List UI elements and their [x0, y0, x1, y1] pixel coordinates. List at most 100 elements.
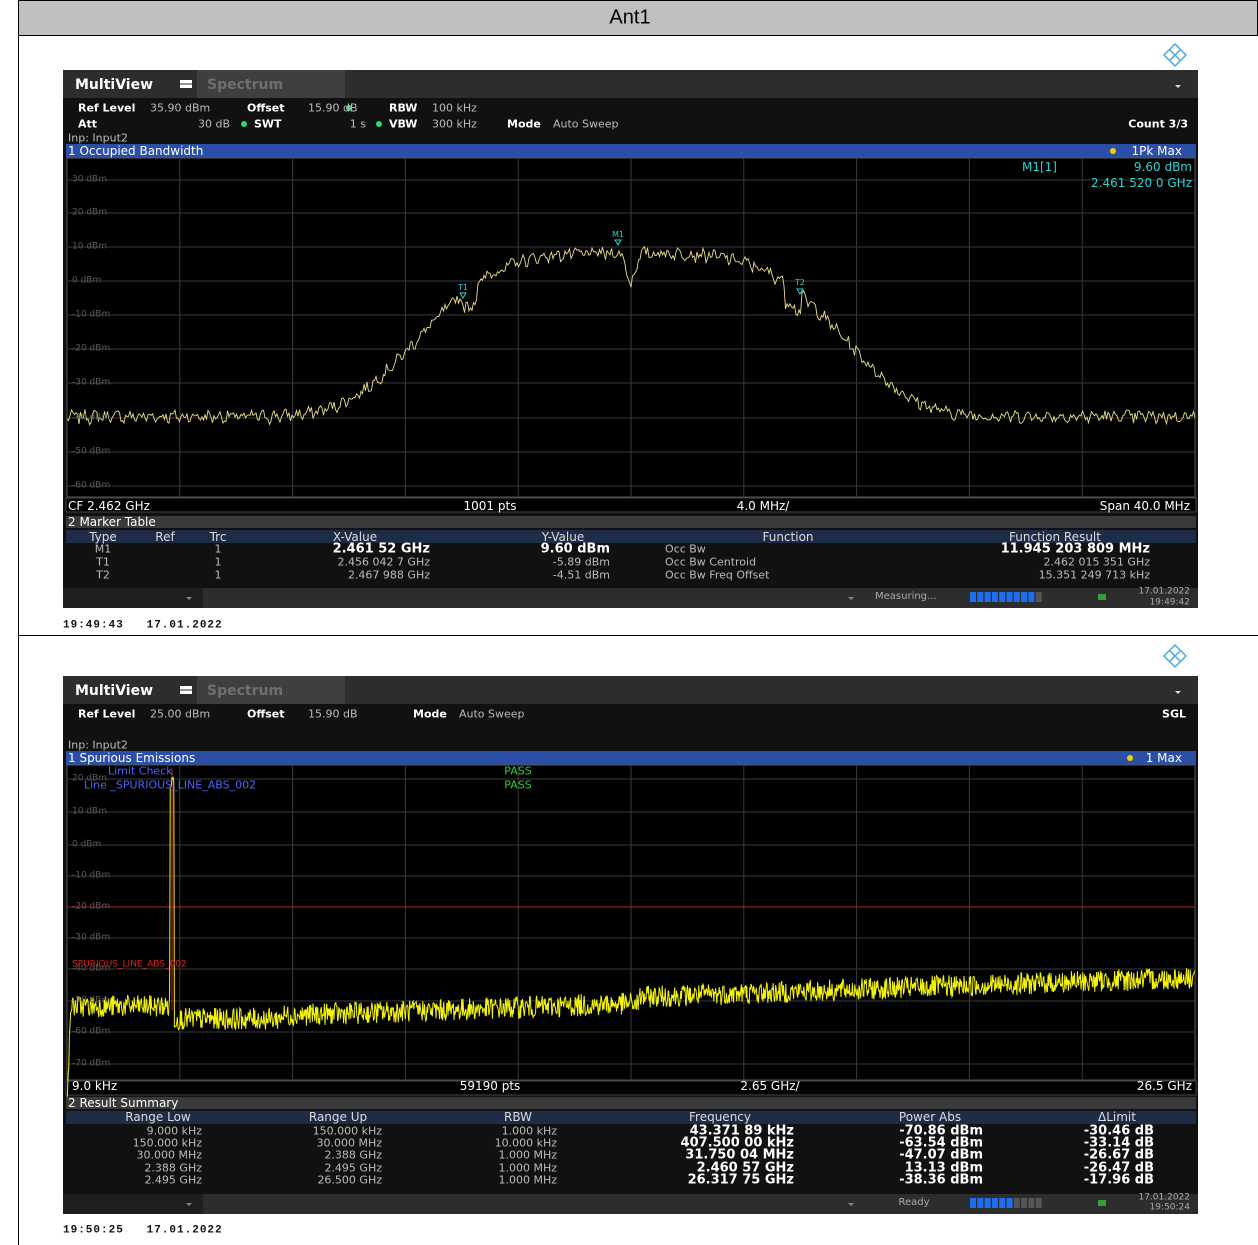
table-cell: 30.000 MHz [136, 1148, 202, 1162]
label: Spectrum [207, 77, 284, 93]
label: 35.90 dBm [150, 101, 211, 115]
y-label: 10 dBm [72, 806, 107, 817]
table-cell: 2.462 015 351 GHz [1043, 555, 1150, 569]
table-cell: 2.467 988 GHz [347, 568, 430, 582]
table-title-bar [66, 516, 1196, 528]
table-cell: -30.46 dB [1083, 1123, 1154, 1139]
table-header: Trc [209, 530, 227, 544]
label: 19:50:25 17.01.2022 [63, 1224, 223, 1237]
y-label: -50 dBm [72, 446, 111, 457]
label: Ref Level [78, 707, 136, 721]
table-cell: 150.000 kHz [312, 1124, 382, 1138]
label: 1 s [349, 117, 366, 131]
y-label: 20 dBm [72, 207, 107, 218]
status-arrow [848, 1203, 854, 1206]
progress-block [999, 592, 1006, 602]
status-dot [1127, 755, 1133, 761]
y-label: 0 dBm [72, 839, 102, 850]
progress-block [977, 592, 984, 602]
label: Offset [247, 101, 285, 115]
label: 9.0 kHz [72, 1079, 118, 1093]
table-cell: 26.317 75 GHz [687, 1172, 794, 1188]
label: CF 2.462 GHz [68, 499, 150, 513]
table-cell: 9.000 kHz [146, 1124, 202, 1138]
label: Auto Sweep [459, 707, 525, 721]
table-cell: 2.495 GHz [324, 1161, 382, 1175]
table-header: Frequency [689, 1110, 751, 1124]
table-cell: 13.13 dBm [904, 1160, 983, 1176]
marker-triangle [614, 239, 622, 246]
status-dot [241, 121, 247, 127]
label: MultiView [75, 77, 154, 93]
progress-block [984, 592, 991, 602]
label: 2.461 520 0 GHz [1091, 176, 1192, 190]
label: MultiView [75, 683, 154, 699]
y-label: -30 dBm [72, 377, 111, 388]
label: 17.01.2022 [1138, 1192, 1190, 1203]
label: 26.5 GHz [1136, 1079, 1192, 1093]
y-label: 10 dBm [72, 241, 107, 252]
marker-triangle [459, 292, 467, 299]
table-cell: 1.000 kHz [501, 1124, 557, 1138]
progress-block [991, 592, 998, 602]
label: 1 Max [1145, 751, 1182, 765]
header-row [18, 0, 1257, 35]
y-label: -40 dBm [72, 963, 111, 974]
table-cell: -5.89 dBm [552, 555, 610, 569]
table-header: Power Abs [898, 1110, 962, 1124]
label: 15.90 dB [308, 101, 358, 115]
label: M1 [612, 230, 624, 239]
table-header: Y-Value [541, 530, 585, 544]
y-label: -60 dBm [72, 480, 111, 491]
label: Ready [898, 1197, 930, 1208]
label: Att [78, 117, 98, 131]
y-label: -50 dBm [72, 995, 111, 1006]
progress-block [1006, 592, 1013, 602]
footer-bar [65, 497, 1197, 513]
table-cell: T1 [96, 555, 110, 569]
label: Line _SPURIOUS_LINE_ABS_002 [84, 778, 257, 792]
table-header: Ref [155, 530, 175, 544]
label: 2.65 GHz/ [740, 1079, 800, 1093]
y-label: 20 dBm [72, 773, 107, 784]
table-cell: 2.388 GHz [324, 1148, 382, 1162]
status-dot [346, 105, 352, 111]
progress-block [1028, 592, 1035, 602]
label: VBW [389, 117, 418, 131]
table-header: Function [762, 530, 814, 544]
progress-block [1013, 1198, 1020, 1208]
table-header-bar [66, 1111, 1196, 1124]
table-cell: 1.000 MHz [498, 1148, 557, 1162]
table-header: Type [89, 530, 117, 544]
y-label: 0 dBm [72, 275, 102, 286]
table-cell: 1.000 MHz [498, 1161, 557, 1175]
table-cell: -33.14 dB [1083, 1135, 1154, 1151]
label: 1 Occupied Bandwidth [68, 144, 204, 158]
label: 9.60 dBm [1133, 160, 1192, 174]
table-cell: 1 [214, 568, 222, 582]
y-label: -20 dBm [72, 901, 111, 912]
table-cell: -70.86 dBm [899, 1123, 983, 1139]
progress-block [977, 1198, 984, 1208]
status-icon [1098, 1200, 1106, 1206]
table-cell: -38.36 dBm [899, 1172, 983, 1188]
status-dot [376, 121, 382, 127]
table-cell: 1.000 MHz [498, 1173, 557, 1187]
progress-block [970, 1198, 976, 1208]
label: 30 dB [197, 117, 230, 131]
table-cell: T2 [96, 568, 110, 582]
logo [1162, 42, 1188, 669]
progress-block [1006, 1198, 1013, 1208]
table-cell: 15.351 249 713 kHz [1038, 568, 1150, 582]
label: 300 kHz [432, 117, 477, 131]
label: Measuring... [875, 591, 937, 602]
menu-arrow [1175, 85, 1181, 88]
progress-block [1021, 592, 1028, 602]
table-cell: M1 [94, 542, 112, 556]
progress-block [1035, 1198, 1042, 1208]
label: 59190 pts [459, 1079, 521, 1093]
table-cell: 2.495 GHz [144, 1173, 202, 1187]
label: Mode [507, 117, 541, 131]
table-header: Function Result [1009, 530, 1101, 544]
status-left [63, 588, 203, 608]
